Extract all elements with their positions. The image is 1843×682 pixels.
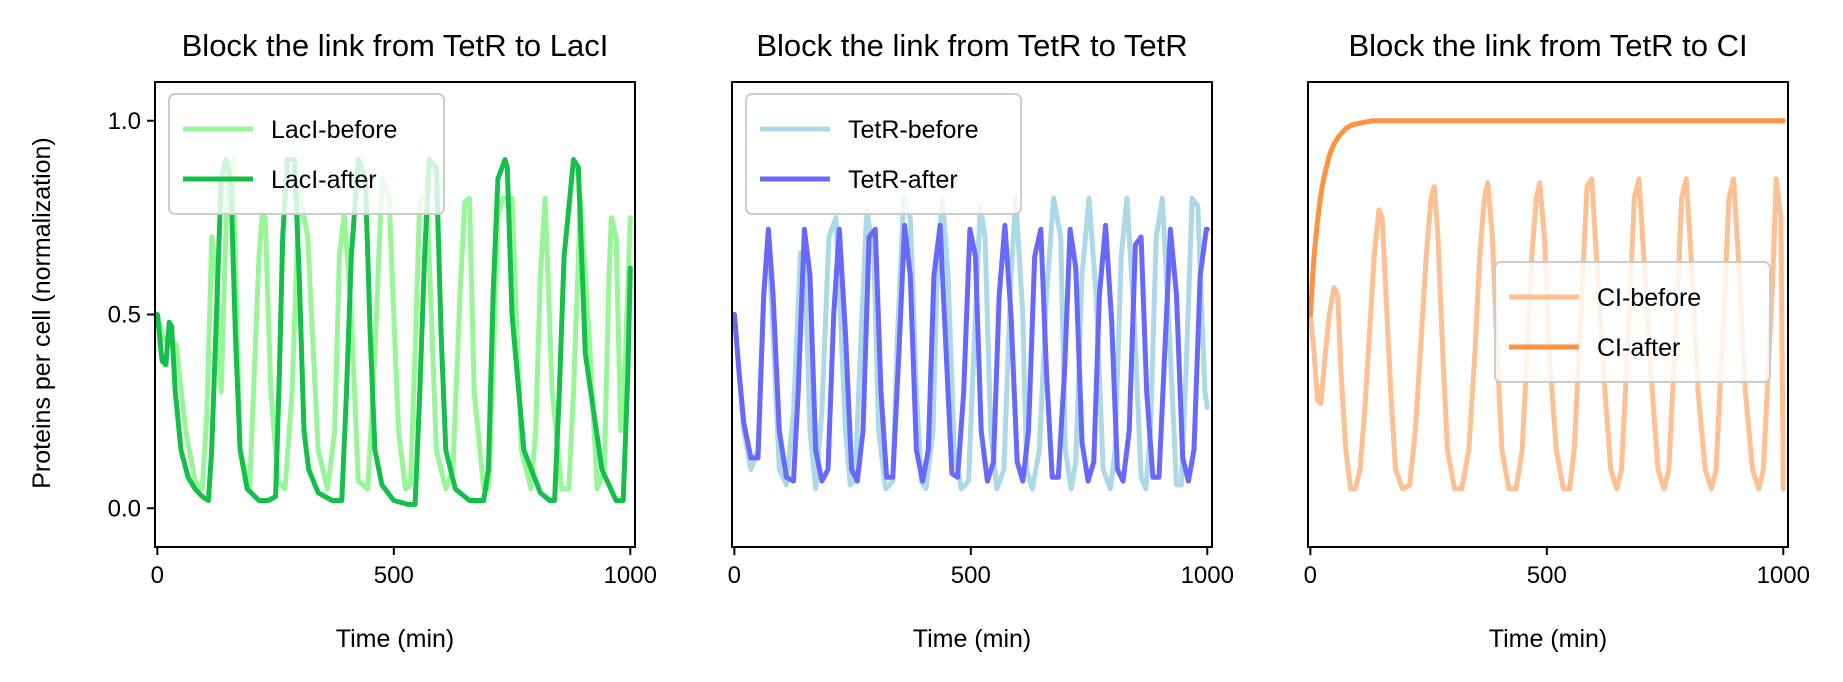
panel-3: Block the link from TetR to CI 0 500 1000 … [1304,28,1810,653]
panel-2-legend-label: TetR-after [848,166,958,194]
panel-1-xtick-label: 500 [374,562,414,589]
panel-3-xtick-label: 0 [1304,562,1317,589]
panel-2-legend-box [745,93,1022,215]
panel-2: Block the link from TetR to TetR 0 500 100… [728,28,1234,653]
panel-3-legend-box [1494,261,1771,383]
panel-3-title: Block the link from TetR to CI [1348,28,1747,63]
panel-1-ylabel: Proteins per cell (normalization) [28,137,56,489]
panel-1: Block the link from TetR to LacI 0 500 100… [28,28,657,653]
panel-2-xlabel: Time (min) [913,625,1032,653]
panel-3-series [1308,118,1786,492]
panel-1-xtick-label: 0 [151,562,164,589]
panel-3-legend-label: CI-after [1597,334,1680,362]
panel-2-frame [731,81,1213,548]
panel-1-ytick-label: 1.0 [108,108,141,135]
panel-1-xlabel: Time (min) [336,625,455,653]
panel-3-ticks: 0 500 1000 [1304,547,1810,589]
panel-1-xtick-label: 1000 [604,562,657,589]
panel-1-legend: LacI-before LacI-after [168,93,445,215]
panel-2-xtick-label: 1000 [1181,562,1234,589]
panel-2-ticks: 0 500 1000 [728,547,1234,589]
panel-1-legend-label: LacI-before [271,116,397,144]
panel-2-xtick-label: 0 [728,562,741,589]
panel-3-frame [1307,81,1789,548]
panel-2-title: Block the link from TetR to TetR [756,28,1187,63]
panel-3-xtick-label: 500 [1527,562,1567,589]
panel-3-xtick-label: 1000 [1757,562,1810,589]
panel-2-legend: TetR-before TetR-after [745,93,1022,215]
panel-3-series-ci-after-line [1308,118,1786,317]
panel-1-legend-box [168,93,445,215]
panel-3-series-ci-before-line [1308,176,1786,492]
panel-2-xtick-label: 500 [951,562,991,589]
panel-1-ticks: 0 500 1000 0.0 0.5 1.0 [108,108,657,589]
panel-1-title: Block the link from TetR to LacI [182,28,609,63]
panel-1-ytick-label: 0.5 [108,302,141,329]
panel-3-legend: CI-before CI-after [1494,261,1771,383]
panel-3-legend-label: CI-before [1597,284,1701,312]
panel-1-ytick-label: 0.0 [108,495,141,522]
panel-1-legend-label: LacI-after [271,166,377,194]
panel-2-series [732,195,1210,492]
panel-2-series-tetr-after-line [732,222,1210,484]
panel-3-xlabel: Time (min) [1489,625,1608,653]
panel-2-legend-label: TetR-before [848,116,979,144]
